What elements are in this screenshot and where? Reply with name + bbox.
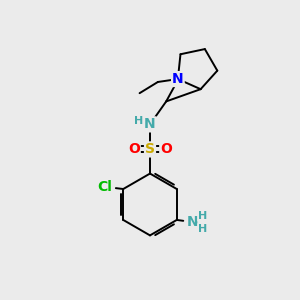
Text: O: O <box>160 142 172 156</box>
Text: Cl: Cl <box>98 180 112 194</box>
Text: N: N <box>144 117 156 131</box>
Text: H: H <box>198 224 207 234</box>
Text: N: N <box>172 72 184 86</box>
Text: N: N <box>187 215 199 229</box>
Text: H: H <box>134 116 143 126</box>
Text: O: O <box>128 142 140 156</box>
Text: H: H <box>198 211 207 221</box>
Text: S: S <box>145 142 155 156</box>
